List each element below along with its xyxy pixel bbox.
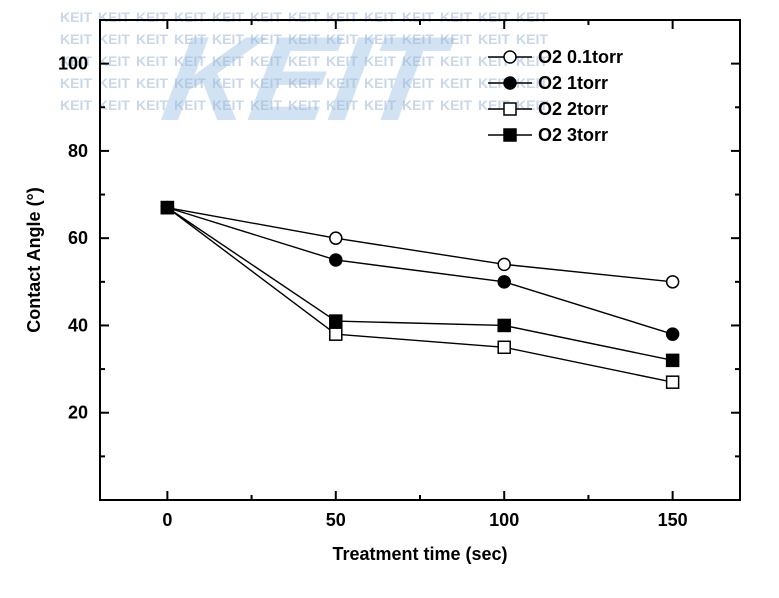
watermark-tile: KEIT bbox=[136, 31, 168, 47]
watermark-tile: KEIT bbox=[288, 31, 320, 47]
legend-label: O2 3torr bbox=[538, 125, 608, 145]
legend-label: O2 1torr bbox=[538, 73, 608, 93]
watermark-tile: KEIT bbox=[250, 97, 282, 113]
watermark-tile: KEIT bbox=[98, 53, 130, 69]
watermark-tile: KEIT bbox=[364, 31, 396, 47]
x-tick-label: 0 bbox=[162, 510, 172, 530]
watermark-tile: KEIT bbox=[402, 97, 434, 113]
series-marker-s4 bbox=[161, 202, 173, 214]
watermark-tile: KEIT bbox=[364, 75, 396, 91]
series-marker-s2 bbox=[330, 254, 342, 266]
watermark-tile: KEIT bbox=[212, 31, 244, 47]
series-marker-s4 bbox=[667, 354, 679, 366]
watermark-tile: KEIT bbox=[402, 53, 434, 69]
watermark-tile: KEIT bbox=[60, 31, 92, 47]
watermark-tile: KEIT bbox=[326, 97, 358, 113]
y-axis-label: Contact Angle (°) bbox=[24, 187, 44, 333]
series-line-s2 bbox=[167, 208, 672, 335]
watermark-tile: KEIT bbox=[98, 31, 130, 47]
watermark-tile: KEIT bbox=[212, 9, 244, 25]
watermark-tile: KEIT bbox=[440, 9, 472, 25]
chart-container: KEIT KEIT KEIT KEIT KEIT KEIT KEIT KEIT KEIT KEIT… bbox=[0, 0, 779, 598]
watermark-tile: KEIT bbox=[402, 9, 434, 25]
watermark-tile: KEIT bbox=[440, 97, 472, 113]
watermark-tile: KEIT bbox=[212, 97, 244, 113]
series-marker-s4 bbox=[498, 319, 510, 331]
x-tick-label: 50 bbox=[326, 510, 346, 530]
watermark-tile: KEIT bbox=[136, 53, 168, 69]
watermark-tile: KEIT bbox=[288, 97, 320, 113]
series-marker-s3 bbox=[667, 376, 679, 388]
legend-marker bbox=[504, 77, 516, 89]
watermark-tile: KEIT bbox=[516, 9, 548, 25]
watermark: KEIT KEIT KEIT KEIT KEIT KEIT KEIT KEIT KEIT KEIT… bbox=[60, 9, 548, 146]
watermark-tile: KEIT bbox=[326, 53, 358, 69]
watermark-tile: KEIT bbox=[326, 9, 358, 25]
watermark-tile: KEIT bbox=[174, 97, 206, 113]
watermark-tile: KEIT bbox=[402, 31, 434, 47]
series-marker-s2 bbox=[667, 328, 679, 340]
watermark-tile: KEIT bbox=[60, 97, 92, 113]
watermark-tile: KEIT bbox=[174, 53, 206, 69]
legend-marker bbox=[504, 51, 516, 63]
watermark-tile: KEIT bbox=[516, 31, 548, 47]
series-marker-s3 bbox=[498, 341, 510, 353]
x-axis-label: Treatment time (sec) bbox=[332, 544, 507, 564]
y-tick-label: 80 bbox=[68, 141, 88, 161]
watermark-tile: KEIT bbox=[250, 53, 282, 69]
watermark-tile: KEIT bbox=[440, 31, 472, 47]
watermark-tile: KEIT bbox=[174, 31, 206, 47]
y-tick-label: 100 bbox=[58, 54, 88, 74]
watermark-tile: KEIT bbox=[212, 75, 244, 91]
watermark-tile: KEIT bbox=[478, 9, 510, 25]
watermark-tile: KEIT bbox=[212, 53, 244, 69]
series-marker-s2 bbox=[498, 276, 510, 288]
series-marker-s1 bbox=[667, 276, 679, 288]
series-marker-s4 bbox=[330, 315, 342, 327]
legend: O2 0.1torr O2 1torr O2 2torr O2 3torr bbox=[488, 47, 623, 145]
y-tick-label: 60 bbox=[68, 228, 88, 248]
y-tick-label: 20 bbox=[68, 403, 88, 423]
watermark-tile: KEIT bbox=[60, 9, 92, 25]
watermark-tile: KEIT bbox=[98, 97, 130, 113]
watermark-tile: KEIT bbox=[402, 75, 434, 91]
watermark-tile: KEIT bbox=[136, 75, 168, 91]
legend-marker bbox=[504, 129, 516, 141]
series-line-s3 bbox=[167, 208, 672, 383]
legend-marker bbox=[504, 103, 516, 115]
series-marker-s1 bbox=[498, 258, 510, 270]
chart-svg: KEIT KEIT KEIT KEIT KEIT KEIT KEIT KEIT KEIT KEIT… bbox=[0, 0, 779, 598]
watermark-tile: KEIT bbox=[326, 75, 358, 91]
series-marker-s3 bbox=[330, 328, 342, 340]
x-tick-label: 100 bbox=[489, 510, 519, 530]
watermark-tile: KEIT bbox=[364, 9, 396, 25]
watermark-tile: KEIT bbox=[250, 75, 282, 91]
watermark-tile: KEIT bbox=[98, 75, 130, 91]
watermark-tile: KEIT bbox=[288, 9, 320, 25]
watermark-tile: KEIT bbox=[136, 97, 168, 113]
watermark-tile: KEIT bbox=[478, 31, 510, 47]
watermark-tile: KEIT bbox=[440, 53, 472, 69]
watermark-tile: KEIT bbox=[440, 75, 472, 91]
legend-label: O2 2torr bbox=[538, 99, 608, 119]
watermark-tile: KEIT bbox=[364, 53, 396, 69]
watermark-tile: KEIT bbox=[288, 53, 320, 69]
watermark-tile: KEIT bbox=[250, 31, 282, 47]
watermark-tile: KEIT bbox=[250, 9, 282, 25]
watermark-tile: KEIT bbox=[288, 75, 320, 91]
legend-label: O2 0.1torr bbox=[538, 47, 623, 67]
watermark-tile: KEIT bbox=[174, 9, 206, 25]
watermark-tile: KEIT bbox=[326, 31, 358, 47]
watermark-tile: KEIT bbox=[136, 9, 168, 25]
series-marker-s1 bbox=[330, 232, 342, 244]
watermark-tile: KEIT bbox=[364, 97, 396, 113]
watermark-tile: KEIT bbox=[60, 75, 92, 91]
watermark-tile: KEIT bbox=[98, 9, 130, 25]
x-tick-label: 150 bbox=[658, 510, 688, 530]
y-tick-label: 40 bbox=[68, 315, 88, 335]
watermark-tile: KEIT bbox=[174, 75, 206, 91]
